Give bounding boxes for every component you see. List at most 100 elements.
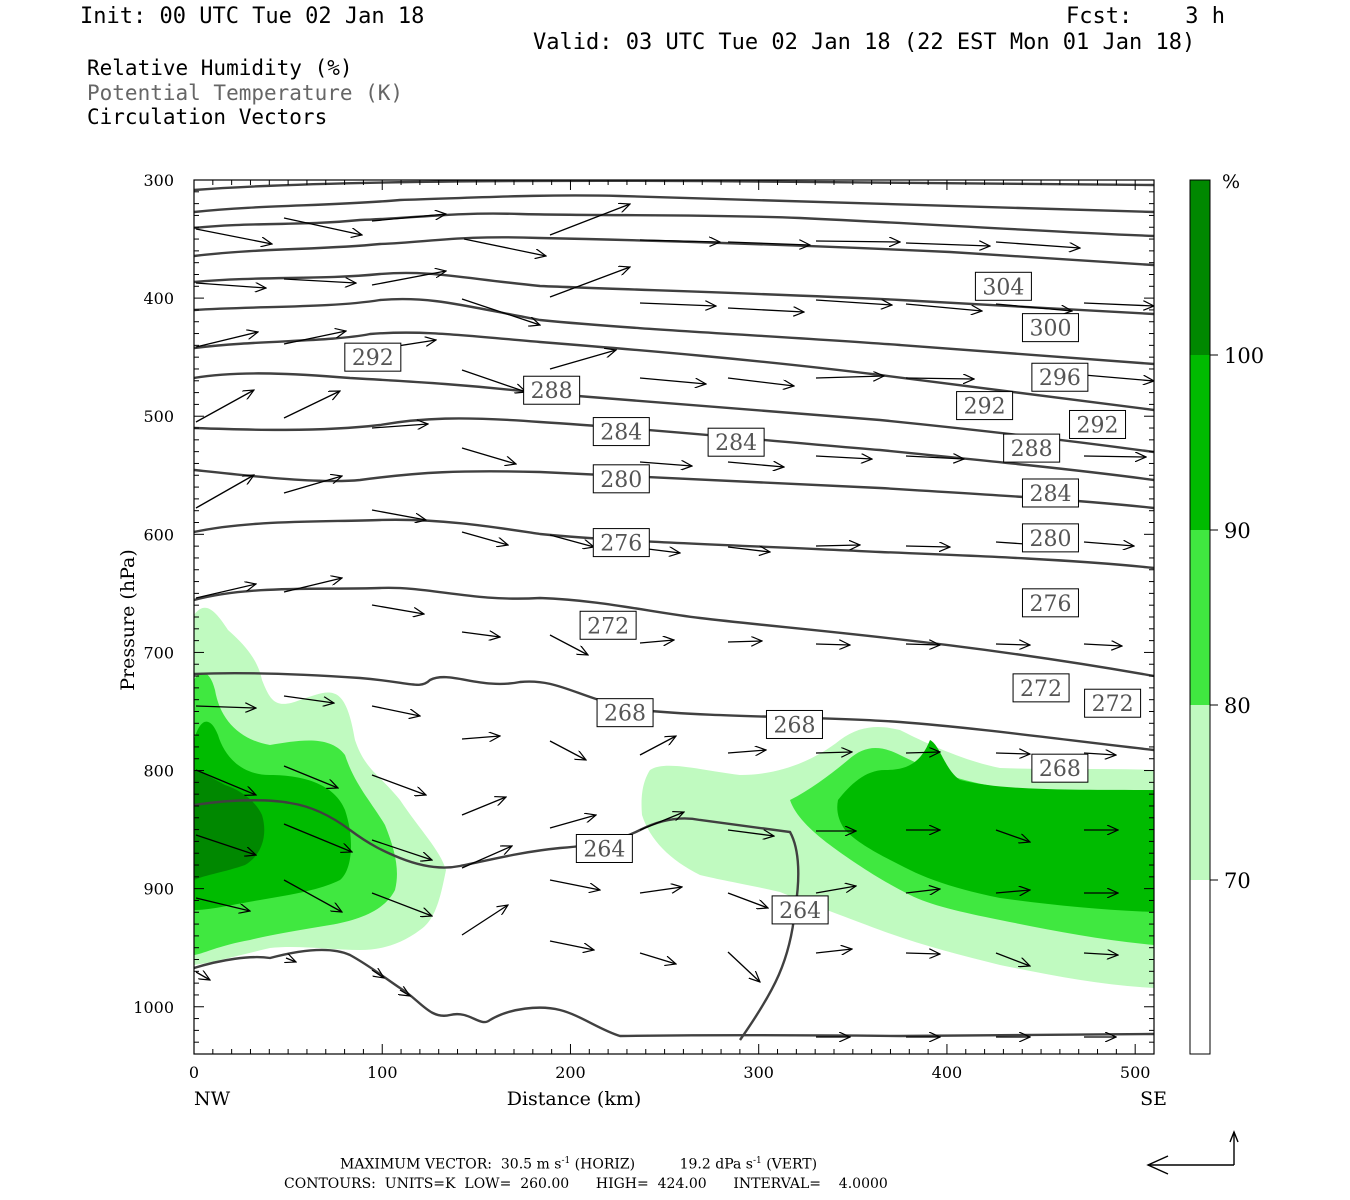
y-tick-label: 800 [143,762,174,781]
theta-label-text: 276 [600,532,642,557]
vector-arrow [283,217,362,235]
theta-label-text: 296 [1039,366,1081,391]
x-tick-label: 300 [743,1063,774,1082]
theta-label-box [579,610,637,640]
theta-label-box [592,528,650,558]
theta-label-text: 292 [352,346,394,371]
theta-contour-label: 288 [1003,433,1061,463]
vector-arrow [461,447,516,464]
vector-arrow [995,952,1030,966]
vector-arrow [549,267,630,298]
vector-arrow [195,897,250,911]
vector-arrow [461,736,500,739]
theta-label-text: 272 [1020,677,1062,702]
vector-arrow [461,905,508,936]
theta-label-box [1031,753,1089,783]
vector-arrow [1083,303,1154,306]
theta-label-text: 288 [1011,437,1053,462]
theta-contour-label: 268 [596,698,654,728]
theta-label-text: 268 [773,713,815,738]
theta-label-box [974,271,1032,301]
theta-contour-label: 300 [1021,313,1079,343]
vector-arrow [195,475,254,509]
max-vector-vert: 19.2 dPa s [679,1156,753,1173]
max-vector-horiz: 30.5 m s [500,1156,562,1173]
theta-label-box [1021,588,1079,618]
vector-arrow [461,632,500,637]
vector-arrow [905,378,974,379]
colorbar-unit: % [1222,171,1240,193]
theta-contour-label: 292 [956,391,1014,421]
vector-arrow [727,951,760,982]
max-vector-label: MAXIMUM VECTOR: [340,1156,492,1173]
colorbar-frame [1189,179,1211,1055]
vector-arrow [371,839,432,860]
x-tick-label: 500 [1120,1063,1151,1082]
vector-arrow [283,476,342,494]
vector-arrow [995,890,1030,893]
vector-arrow [283,823,352,852]
vector-arrow [371,424,428,428]
legend-theta: Potential Temperature (K) [87,81,404,105]
vector-scale-horizontal-head [1146,1155,1169,1175]
x-end-label-nw: NW [194,1088,231,1110]
theta-contour-label: 272 [1012,673,1070,703]
vector-arrow [283,879,342,912]
vector-arrow [400,990,410,996]
vector-arrow [461,531,508,545]
vector-arrow [905,456,964,459]
theta-label-text: 272 [1092,692,1134,717]
vector-arrow [549,534,594,547]
vector-arrow [727,892,768,908]
vector-arrow [727,829,774,836]
vector-arrow [195,972,210,980]
vector-arrow [195,834,256,855]
vector-arrow [995,303,1072,311]
colorbar-segment [1190,530,1210,705]
vector-arrow [195,390,254,423]
vector-arrow [639,736,676,756]
x-axis-label: Distance (km) [507,1088,642,1110]
theta-label-box [1084,688,1142,718]
theta-contour-label: 292 [344,342,402,372]
rh-90-region-east [837,740,1154,912]
vector-arrow [1083,644,1122,646]
vector-arrow [371,774,426,795]
theta-contour [194,271,1154,316]
vector-arrow [905,752,940,753]
y-tick-label: 300 [143,171,174,190]
circulation-vectors [195,204,1154,1037]
vector-scale-vertical-head [1229,1130,1239,1143]
vector-arrow [371,509,426,520]
vector-arrow [283,578,342,593]
vector-arrow [1083,542,1134,546]
vector-arrow [283,695,334,703]
theta-label-text: 284 [600,421,642,446]
colorbar-segment [1190,880,1210,1054]
theta-label-text: 264 [583,837,625,862]
vector-arrow [1083,953,1118,955]
theta-contour-label: 288 [523,375,581,405]
theta-label-box [1003,433,1061,463]
theta-label-box [592,464,650,494]
colorbar-level-label: 90 [1224,519,1251,543]
vector-arrow [286,958,296,962]
vector-arrow [1083,374,1154,381]
vector-arrow [283,391,340,419]
vector-arrow [815,456,872,459]
vector-arrow [639,377,706,384]
theta-label-box [596,698,654,728]
vector-arrow [549,740,586,760]
vector-arrow [195,584,256,599]
theta-label-box [1031,362,1089,392]
theta-contour-label: 292 [1069,409,1127,439]
x-tick-label: 400 [932,1063,963,1082]
theta-contour-label: 276 [1021,588,1079,618]
colorbar-segment [1190,180,1210,355]
theta-contour-label: 276 [592,528,650,558]
theta-label-text: 268 [1039,757,1081,782]
vector-arrow [195,283,266,288]
vector-arrow [371,892,432,916]
